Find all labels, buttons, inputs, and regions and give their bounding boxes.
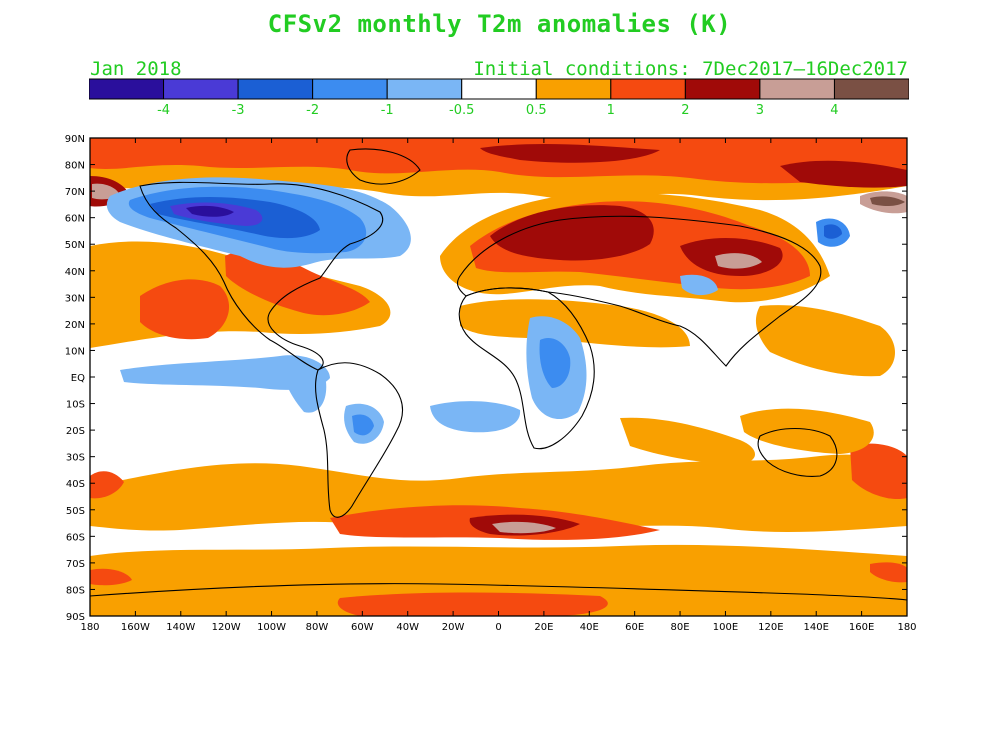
colorbar-tick-label: -0.5 (449, 103, 474, 118)
colorbar-box (684, 78, 761, 100)
longitude-label: 180 (897, 622, 916, 633)
latitude-label: 40S (66, 479, 85, 490)
colorbar-box (237, 78, 314, 100)
anomaly-fields-warm (90, 138, 907, 616)
latitude-label: 40N (65, 267, 85, 278)
longitude-label: 180 (80, 622, 99, 633)
longitude-label: 60E (625, 622, 644, 633)
colorbar-box (759, 78, 835, 100)
colorbar-tick-label: 4 (830, 103, 838, 118)
latitude-label: 80S (66, 585, 85, 596)
anomaly-fields-cool (106, 177, 850, 444)
longitude-label: 80W (306, 622, 329, 633)
longitude-label: 20W (442, 622, 465, 633)
longitude-label: 120E (758, 622, 783, 633)
longitude-label: 140E (804, 622, 829, 633)
colorbar-box (163, 78, 239, 100)
colorbar-tick-label: -1 (381, 103, 394, 118)
longitude-label: 160E (849, 622, 874, 633)
longitude-label: 40W (396, 622, 419, 633)
latitude-label: 70S (66, 559, 85, 570)
colorbar-box (461, 78, 537, 100)
longitude-label: 80E (671, 622, 690, 633)
latitude-label: 10N (65, 346, 85, 357)
colorbar-box (89, 78, 165, 100)
temperature-anomaly-map: 90N 80N 70N 60N 50N 40N 30N 20N 10N EQ 10S 20S 30S 40… (65, 134, 917, 633)
initial-conditions-label: Initial conditions: 7Dec2017–16Dec2017 (473, 58, 908, 80)
valid-month-label: Jan 2018 (90, 58, 182, 80)
latitude-label: 20S (66, 426, 85, 437)
latitude-label: 70N (65, 187, 85, 198)
latitude-label: 20N (65, 320, 85, 331)
colorbar-box (312, 78, 388, 100)
colorbar-tick-label: 0.5 (526, 103, 547, 118)
longitude-label: 20E (534, 622, 553, 633)
longitude-label: 140W (166, 622, 195, 633)
longitude-label: 100E (713, 622, 738, 633)
longitude-label: 120W (212, 622, 241, 633)
longitude-label: 0 (495, 622, 501, 633)
latitude-label: 30N (65, 293, 85, 304)
latitude-label: 90S (66, 612, 85, 623)
latitude-label: 30S (66, 453, 85, 464)
longitude-label: 40E (580, 622, 599, 633)
colorbar-box (610, 78, 686, 100)
latitude-label: 50S (66, 506, 85, 517)
colorbar-box (833, 78, 909, 100)
colorbar-box (386, 78, 463, 100)
latitude-label: 60S (66, 532, 85, 543)
coastlines (90, 148, 907, 601)
longitude-label: 60W (351, 622, 374, 633)
latitude-label: 80N (65, 161, 85, 172)
colorbar-tick-label: -2 (306, 103, 319, 118)
map-title: CFSv2 monthly T2m anomalies (K) (267, 10, 732, 38)
colorbar-tick-label: -3 (232, 103, 245, 118)
colorbar-tick-label: 1 (607, 103, 615, 118)
colorbar-tick-label: 3 (756, 103, 764, 118)
latitude-label: 90N (65, 134, 85, 145)
latitude-label: 60N (65, 214, 85, 225)
colorbar-box (535, 78, 612, 100)
latitude-label: EQ (71, 373, 85, 384)
latitude-label: 50N (65, 240, 85, 251)
latitude-label: 10S (66, 400, 85, 411)
colorbar-tick-label: 2 (681, 103, 689, 118)
colorbar-legend: -4 -3 -2 -1 -0.5 0.5 1 2 3 4 (89, 78, 909, 118)
longitude-label: 100W (257, 622, 286, 633)
longitude-label: 160W (121, 622, 150, 633)
colorbar-tick-label: -4 (157, 103, 170, 118)
